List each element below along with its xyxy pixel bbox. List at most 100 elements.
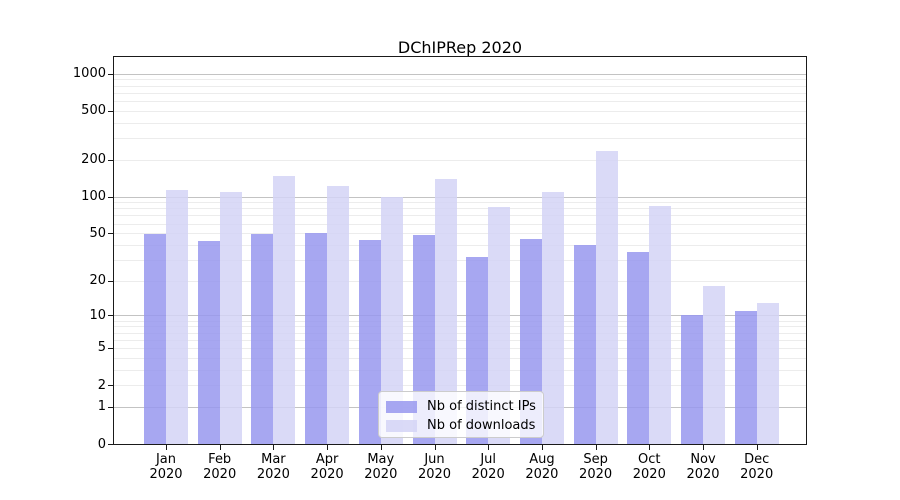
legend-swatch-downloads — [386, 419, 417, 432]
gridline-minor-50 — [114, 233, 806, 235]
gridline-minor-30 — [114, 259, 806, 261]
y-tick-label-50: 50 — [89, 225, 106, 241]
bar-downloads-aug — [541, 192, 564, 444]
y-tick-label-100: 100 — [81, 189, 106, 204]
x-tick-jun — [434, 445, 436, 450]
bar-distinct-ips-may — [358, 239, 381, 444]
x-tick-dec — [756, 445, 758, 450]
gridline-minor-4 — [114, 357, 806, 359]
gridline-minor-60 — [114, 223, 806, 225]
bar-downloads-may — [380, 196, 403, 444]
legend-row-distinct-ips: Nb of distinct IPs — [379, 397, 543, 416]
y-tick-label-500: 500 — [81, 103, 106, 119]
gridline-minor-8 — [114, 326, 806, 328]
gridline-major-10 — [114, 315, 806, 317]
x-tick-aug — [541, 445, 543, 450]
x-tick-label-may: May 2020 — [364, 452, 398, 482]
y-tick-2 — [108, 385, 114, 387]
x-tick-apr — [327, 445, 329, 450]
y-tick-50 — [108, 233, 114, 235]
bar-distinct-ips-apr — [305, 233, 328, 444]
bar-downloads-jun — [434, 179, 457, 444]
gridline-minor-700 — [114, 92, 806, 94]
gridline-minor-300 — [114, 137, 806, 139]
bar-downloads-jul — [488, 207, 511, 444]
gridline-minor-20 — [114, 280, 806, 282]
x-tick-sep — [595, 445, 597, 450]
y-tick-label-1: 1 — [97, 399, 106, 415]
gridline-major-1000 — [114, 73, 806, 75]
gridline-minor-3 — [114, 369, 806, 371]
x-tick-mar — [273, 445, 275, 450]
y-tick-100 — [108, 196, 114, 198]
x-tick-may — [380, 445, 382, 450]
gridline-minor-70 — [114, 215, 806, 217]
y-tick-500 — [108, 110, 114, 112]
x-tick-label-nov: Nov 2020 — [686, 452, 720, 482]
y-tick-label-20: 20 — [89, 273, 106, 289]
legend-label-downloads: Nb of downloads — [427, 418, 536, 433]
y-tick-1 — [108, 406, 114, 408]
y-tick-label-1000: 1000 — [72, 66, 106, 81]
gridline-minor-400 — [114, 122, 806, 124]
bar-distinct-ips-dec — [734, 310, 757, 444]
x-tick-label-apr: Apr 2020 — [310, 452, 344, 482]
x-tick-jan — [166, 445, 167, 450]
chart-title: DChIPRep 2020 — [397, 38, 523, 57]
gridline-minor-2 — [114, 385, 806, 387]
gridline-minor-800 — [114, 85, 806, 87]
y-tick-label-0: 0 — [97, 436, 106, 452]
gridline-minor-9 — [114, 320, 806, 322]
x-tick-label-sep: Sep 2020 — [579, 452, 613, 482]
gridline-minor-500 — [114, 110, 806, 112]
x-tick-label-oct: Oct 2020 — [632, 452, 666, 482]
gridline-minor-5 — [114, 347, 806, 349]
bar-downloads-oct — [649, 206, 672, 444]
x-tick-label-mar: Mar 2020 — [256, 452, 290, 482]
gridline-minor-90 — [114, 202, 806, 204]
gridline-major-100 — [114, 196, 806, 198]
x-tick-oct — [649, 445, 651, 450]
bar-distinct-ips-oct — [627, 251, 650, 444]
bar-distinct-ips-sep — [573, 244, 596, 444]
bar-downloads-mar — [273, 175, 296, 444]
bar-downloads-nov — [703, 286, 725, 444]
y-tick-1000 — [108, 73, 114, 75]
x-tick-jul — [488, 445, 490, 450]
bar-downloads-apr — [327, 185, 350, 444]
x-tick-label-jul: Jul 2020 — [471, 452, 505, 482]
x-tick-label-aug: Aug 2020 — [525, 452, 559, 482]
y-tick-label-5: 5 — [97, 340, 106, 356]
bar-distinct-ips-feb — [197, 241, 220, 444]
gridline-minor-200 — [114, 159, 806, 161]
x-tick-label-jun: Jun 2020 — [417, 452, 452, 482]
gridline-minor-40 — [114, 244, 806, 246]
y-tick-0 — [108, 444, 114, 445]
x-tick-feb — [219, 445, 221, 450]
x-tick-label-dec: Dec 2020 — [740, 452, 774, 482]
y-tick-20 — [108, 280, 114, 282]
bar-downloads-feb — [219, 191, 242, 444]
gridline-minor-900 — [114, 79, 806, 81]
gridline-minor-80 — [114, 208, 806, 210]
x-tick-label-feb: Feb 2020 — [203, 452, 237, 482]
y-tick-10 — [108, 315, 114, 317]
legend-label-distinct-ips: Nb of distinct IPs — [427, 399, 536, 414]
y-tick-label-200: 200 — [81, 152, 106, 168]
x-tick-label-jan: Jan 2020 — [149, 452, 183, 482]
x-tick-nov — [703, 445, 704, 450]
y-tick-label-2: 2 — [97, 377, 106, 393]
y-tick-200 — [108, 159, 114, 161]
bar-distinct-ips-jan — [144, 234, 166, 444]
bar-distinct-ips-mar — [251, 234, 274, 444]
bar-distinct-ips-nov — [681, 315, 703, 444]
gridline-minor-7 — [114, 332, 806, 334]
legend-row-downloads: Nb of downloads — [379, 416, 543, 435]
y-tick-5 — [108, 347, 114, 349]
y-tick-label-10: 10 — [89, 307, 106, 323]
legend: Nb of distinct IPs Nb of downloads — [378, 391, 544, 438]
bar-downloads-sep — [595, 150, 618, 444]
bar-downloads-dec — [756, 302, 779, 444]
legend-swatch-distinct-ips — [386, 400, 417, 413]
